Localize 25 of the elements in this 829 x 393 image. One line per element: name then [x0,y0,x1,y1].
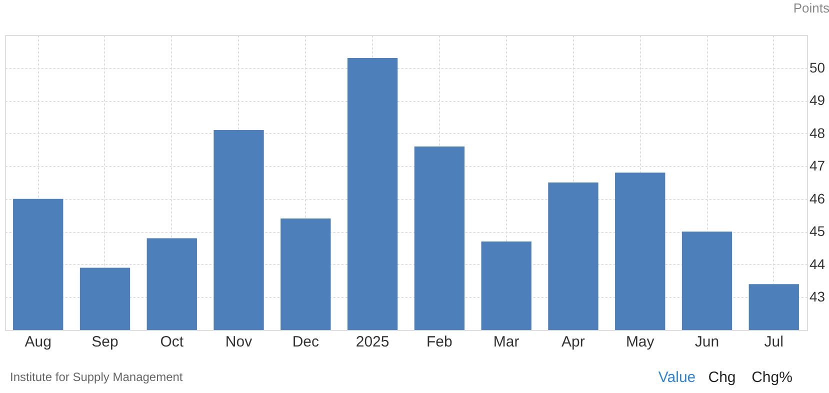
y-tick-label: 44 [810,256,826,272]
y-tick-label: 49 [810,92,826,108]
y-tick-label: 43 [810,288,826,305]
x-tick-label: Oct [160,334,184,350]
text: Institute for Supply Management [10,370,184,384]
text: Chg% [752,369,792,386]
x-tick-label: Sep [92,334,118,350]
x-tick-label: Mar [493,334,520,350]
x-tick-label: May [626,334,655,350]
x-tick-label: Apr [562,334,585,350]
x-tick-label: Feb [426,334,452,350]
x-tick-label: Nov [225,334,253,350]
y-tick-label: 48 [810,124,826,141]
text: Chg [708,369,736,386]
x-tick-label: Dec [292,334,320,350]
x-tick-label: 2025 [356,334,390,350]
y-tick-label: 50 [810,59,826,76]
y-axis-title: Points [793,0,829,16]
text: Value [658,369,696,386]
x-tick-label: Aug [24,334,52,350]
x-tick-label: Jun [694,334,720,350]
y-tick-label: 46 [810,190,826,206]
y-tick-label: 47 [810,158,826,174]
x-tick-label: Jul [764,334,784,350]
y-tick-label: 45 [810,223,826,240]
